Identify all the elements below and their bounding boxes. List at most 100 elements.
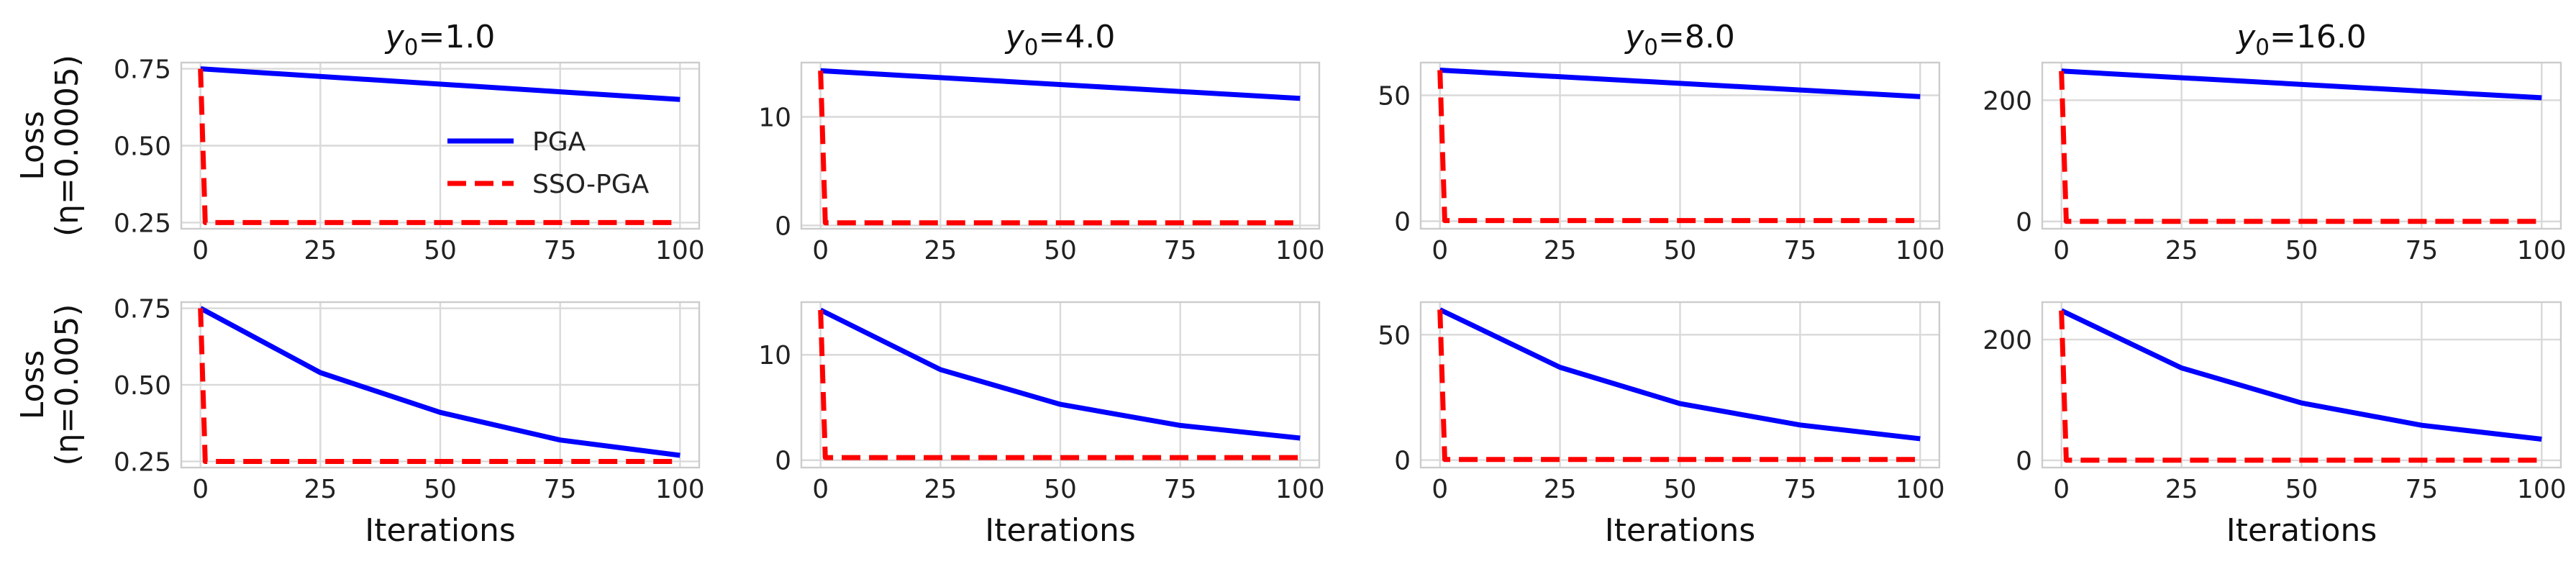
- legend: PGA SSO-PGA: [447, 127, 650, 199]
- x-tick-label: 0: [1432, 475, 1448, 504]
- x-tick-label: 100: [2517, 236, 2567, 265]
- pga-line: [1439, 68, 1921, 99]
- y-tick-label: 10: [758, 103, 791, 132]
- x-axis-label: Iterations: [2226, 512, 2377, 549]
- x-axis-label: Iterations: [985, 512, 1136, 549]
- x-tick-label: 50: [424, 475, 457, 504]
- panel-title: y0=8.0: [1624, 19, 1735, 60]
- x-tick-label: 0: [192, 236, 209, 265]
- x-tick-label: 75: [1783, 475, 1816, 504]
- y-tick-label: 50: [1378, 321, 1411, 350]
- y-tick-label: 200: [1983, 326, 2032, 355]
- legend-label-sso-pga: SSO-PGA: [532, 170, 650, 199]
- x-tick-label: 25: [1544, 475, 1577, 504]
- plot-frame: [2041, 301, 2562, 469]
- panel-1-2: 0 25 50 75 100 0 50: [1378, 301, 1945, 504]
- y-axis-label: Loss(η=0.0005): [14, 55, 86, 237]
- y-tick-label: 0: [2016, 447, 2032, 476]
- y-tick-label: 200: [1983, 86, 2032, 116]
- y-axis-label: Loss(η=0.005): [14, 304, 86, 465]
- x-tick-label: 100: [655, 475, 705, 504]
- plot-frame: [1419, 61, 1941, 230]
- pga-line: [2061, 68, 2542, 101]
- x-tick-label: 50: [1664, 236, 1697, 265]
- panel-title: y0=4.0: [1004, 19, 1116, 60]
- panel-1-1: 0 25 50 75 100 0 10: [758, 301, 1325, 504]
- pga-line: [199, 306, 681, 458]
- y-tick-label: 0.50: [114, 132, 171, 162]
- y-tick-label: 10: [758, 341, 791, 370]
- sso-pga-line: [2059, 70, 2542, 224]
- x-tick-label: 50: [2285, 236, 2318, 265]
- sso-pga-line: [2059, 310, 2542, 463]
- x-tick-label: 100: [1895, 236, 1945, 265]
- sso-pga-line: [1437, 70, 1921, 224]
- x-tick-label: 100: [2517, 475, 2567, 504]
- panel-0-3: 0 25 50 75 100 0 200: [1983, 61, 2567, 265]
- x-tick-label: 75: [544, 236, 577, 265]
- sso-pga-line: [1437, 309, 1921, 463]
- y-tick-label: 0: [1394, 447, 1411, 476]
- x-tick-label: 100: [1275, 236, 1325, 265]
- y-tick-label: 50: [1378, 82, 1411, 111]
- x-tick-label: 50: [1044, 236, 1077, 265]
- y-tick-label: 0: [775, 211, 791, 241]
- x-tick-label: 25: [304, 475, 337, 504]
- pga-line: [820, 68, 1301, 101]
- x-tick-label: 25: [924, 475, 957, 504]
- sso-pga-line: [818, 70, 1301, 226]
- plot-frame: [1419, 301, 1941, 469]
- x-tick-label: 0: [1432, 236, 1448, 265]
- pga-line: [200, 66, 681, 102]
- x-tick-label: 25: [304, 236, 337, 265]
- x-tick-label: 50: [424, 236, 457, 265]
- x-tick-label: 25: [924, 236, 957, 265]
- x-tick-label: 25: [2165, 475, 2198, 504]
- x-tick-label: 100: [1275, 475, 1325, 504]
- legend-label-pga: PGA: [532, 127, 586, 157]
- x-tick-label: 0: [812, 236, 829, 265]
- x-tick-label: 0: [2053, 475, 2070, 504]
- x-tick-label: 75: [1164, 475, 1197, 504]
- panel-0-0: 0 25 50 75 100 0.25 0.50 0.75: [114, 55, 705, 265]
- x-tick-label: 50: [1044, 475, 1077, 504]
- plot-frame: [800, 301, 1321, 469]
- x-tick-label: 75: [2405, 236, 2438, 265]
- y-tick-label: 0.75: [114, 295, 171, 324]
- x-tick-label: 100: [1895, 475, 1945, 504]
- panel-1-3: 0 25 50 75 100 0 200: [1983, 301, 2567, 504]
- y-tick-label: 0: [1394, 208, 1411, 237]
- pga-line: [819, 307, 1301, 441]
- sso-pga-line: [818, 309, 1301, 460]
- plot-frame: [2041, 61, 2562, 230]
- sso-pga-line: [198, 68, 681, 225]
- x-tick-label: 0: [192, 475, 209, 504]
- x-tick-label: 75: [2405, 475, 2438, 504]
- panel-title: y0=16.0: [2235, 19, 2367, 60]
- x-tick-label: 50: [1664, 475, 1697, 504]
- pga-line: [1439, 307, 1921, 442]
- x-axis-label: Iterations: [1605, 512, 1756, 549]
- y-tick-label: 0: [775, 447, 791, 476]
- pga-line: [2060, 308, 2542, 442]
- plot-frame: [180, 61, 701, 230]
- x-axis-label: Iterations: [365, 512, 516, 549]
- x-tick-label: 75: [1783, 236, 1816, 265]
- x-tick-label: 100: [655, 236, 705, 265]
- x-tick-label: 25: [1544, 236, 1577, 265]
- sso-pga-line: [198, 308, 681, 464]
- x-tick-label: 75: [1164, 236, 1197, 265]
- x-tick-label: 75: [544, 475, 577, 504]
- y-tick-label: 0.50: [114, 371, 171, 401]
- y-tick-label: 0.75: [114, 55, 171, 85]
- x-tick-label: 0: [2053, 236, 2070, 265]
- plot-frame: [800, 61, 1321, 230]
- x-tick-label: 0: [812, 475, 829, 504]
- panel-1-0: 0 25 50 75 100 0.25 0.50 0.75: [114, 295, 705, 504]
- panel-title: y0=1.0: [384, 19, 496, 60]
- panel-0-2: 0 25 50 75 100 0 50: [1378, 61, 1945, 265]
- panel-0-1: 0 25 50 75 100 0 10: [758, 61, 1325, 265]
- x-tick-label: 25: [2165, 236, 2198, 265]
- y-tick-label: 0.25: [114, 447, 171, 477]
